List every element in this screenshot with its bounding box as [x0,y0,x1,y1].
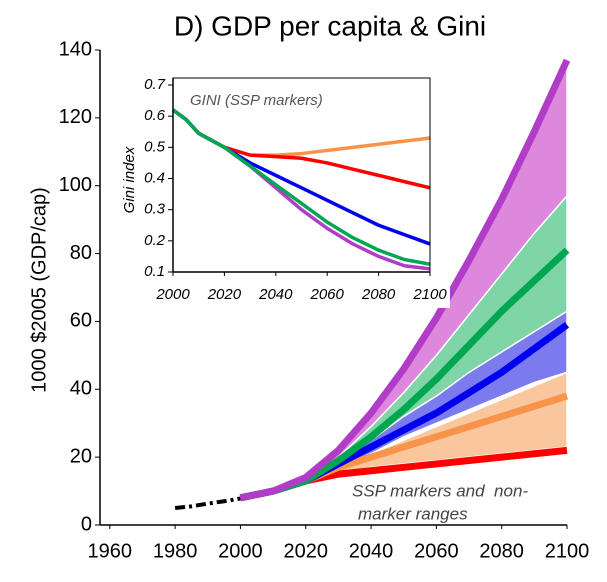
x-tick-label: 2040 [258,286,293,303]
x-tick-label: 2020 [207,286,242,303]
x-tick-label: 2000 [155,286,190,303]
series-line [239,58,571,502]
range-band [305,309,568,482]
y-tick-label: 100 [59,174,92,196]
x-tick-label: 1980 [153,540,198,562]
y-tick-label: 0.4 [144,169,165,186]
chart-title: D) GDP per capita & Gini [174,10,486,41]
y-tick-label: 60 [70,310,92,332]
y-tick-label: 0.1 [144,263,165,280]
y-tick-label: 0.7 [144,76,166,93]
y-tick-label: 0.3 [144,201,166,218]
inset-chart: 0.1 0.2 0.3 0.4 0.5 0.6 0.7 2000 2020 2040 2060 208… [121,76,447,303]
x-tick-label: 2040 [349,540,394,562]
y-tick-label: 0 [81,513,92,535]
y-tick-label: 80 [70,242,92,264]
inset-y-label: Gini index [121,146,138,213]
y-tick-label: 0.2 [144,232,166,249]
y-tick-label: 20 [70,445,92,467]
inset-title: GINI (SSP markers) [190,92,323,109]
y-axis-label: 1000 $2005 (GDP/cap) [28,187,50,393]
y-tick-label: 120 [59,106,92,128]
x-tick-label: 2060 [310,286,345,303]
x-tick-label: 2080 [479,540,524,562]
x-tick-label: 2100 [412,286,447,303]
y-tick-label: 140 [59,38,92,60]
x-tick-label: 2060 [414,540,459,562]
annotation: marker ranges [358,504,468,523]
y-tick-label: 0.5 [144,138,166,155]
y-tick-label: 0.6 [144,107,166,124]
x-tick-label: 1960 [88,540,133,562]
series-line [171,108,431,266]
x-tick-label: 2080 [361,286,396,303]
series-line [174,496,241,511]
x-tick-label: 2020 [283,540,328,562]
annotation: SSP markers and non- [352,481,528,500]
x-tick-label: 2000 [218,540,263,562]
y-tick-label: 40 [70,378,92,400]
x-tick-label: 2100 [545,540,590,562]
